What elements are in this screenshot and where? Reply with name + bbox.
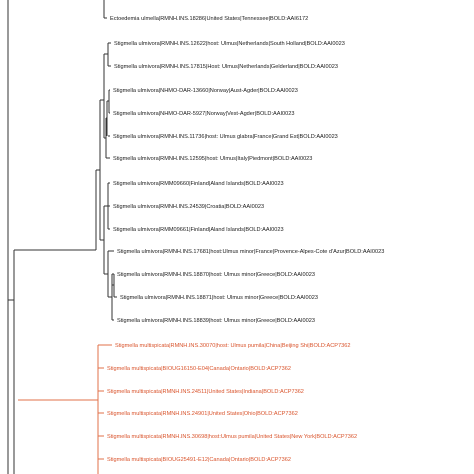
leaf-label: Stigmella ulmivora|NHMO-DAR-5927|Norway|… xyxy=(113,111,294,117)
leaf-label: Stigmella multispicata|RMNH.INS.24511|Un… xyxy=(107,389,304,395)
leaf-label: Stigmella multispicata|BIOUG25491-E12|Ca… xyxy=(107,457,291,463)
leaf-label: Stigmella ulmivora|RMNH.INS.18839|host: … xyxy=(117,318,315,324)
leaf-label: Stigmella ulmivora|RMNH.INS.18870|host: … xyxy=(117,272,315,278)
tree-labels: Ectoedemia ulmella|RMNH.INS.18286|United… xyxy=(107,16,384,463)
leaf-label: Stigmella multispicata|RMNH.INS.30698|ho… xyxy=(107,434,357,440)
leaf-label: Stigmella ulmivora|RMNH.INS.18871|host: … xyxy=(120,295,318,301)
leaf-label: Stigmella ulmivora|RMNH.INS.17681|host:U… xyxy=(117,249,384,255)
leaf-label: Stigmella multispicata|RMNH.INS.24901|Un… xyxy=(107,411,298,417)
leaf-label: Stigmella ulmivora|RMM09661|Finland|Alan… xyxy=(113,227,284,233)
leaf-label: Stigmella ulmivora|RMNH.INS.24539|Croati… xyxy=(113,204,264,210)
leaf-label: Ectoedemia ulmella|RMNH.INS.18286|United… xyxy=(110,16,308,22)
leaf-label: Stigmella multispicata|BIOUG16150-E04|Ca… xyxy=(107,366,291,372)
leaf-label: Stigmella ulmivora|RMNH.INS.11736|host: … xyxy=(113,134,338,140)
leaf-label: Stigmella ulmivora|RMM09660|Finland|Alan… xyxy=(113,181,284,187)
tree-branches xyxy=(7,0,117,474)
leaf-label: Stigmella multispicata|RMNH.INS.30070|ho… xyxy=(115,343,350,349)
leaf-label: Stigmella ulmivora|RMNH.INS.12595|host: … xyxy=(113,156,312,162)
leaf-label: Stigmella ulmivora|NHMO-DAR-13660|Norway… xyxy=(113,88,298,94)
leaf-label: Stigmella ulmivora|RMNH.INS.12622|host: … xyxy=(114,41,345,47)
leaf-label: Stigmella ulmivora|RMNH.INS.17815|Host: … xyxy=(114,64,338,70)
